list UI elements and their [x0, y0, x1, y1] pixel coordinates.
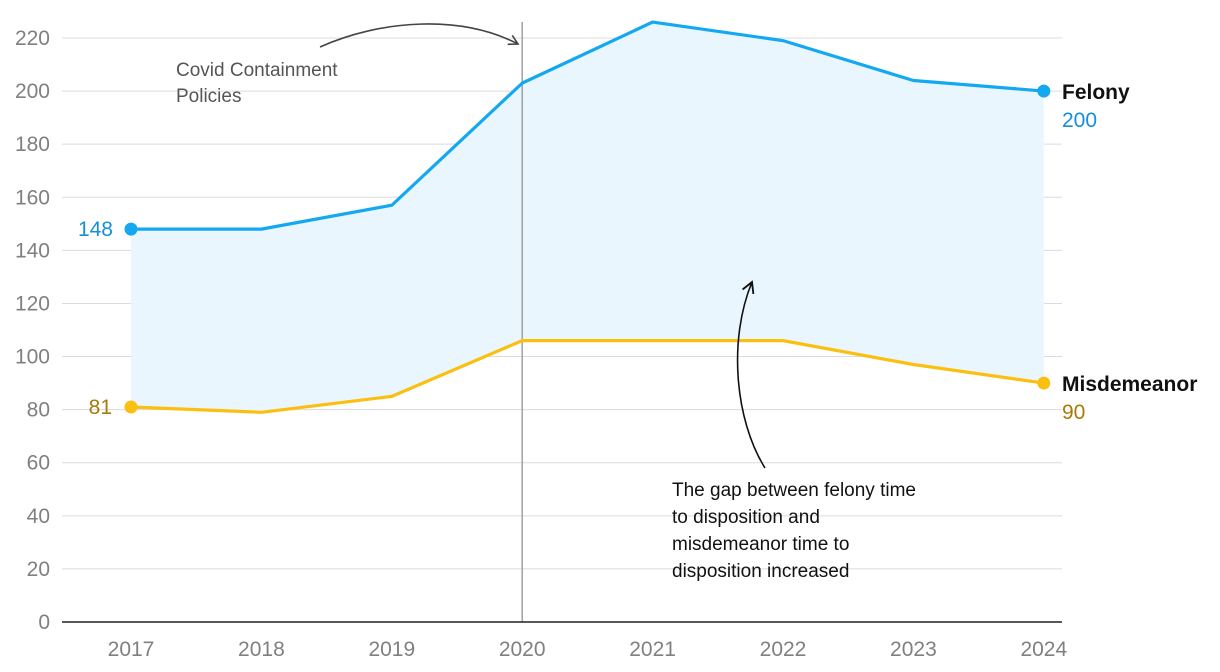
x-tick-label: 2019: [368, 638, 415, 661]
felony-start-value-label: 148: [78, 218, 113, 241]
y-tick-label: 100: [15, 346, 50, 369]
gap-annotation-line-1: The gap between felony time: [672, 480, 916, 501]
misdemeanor-line: [130, 339, 1045, 414]
y-tick-label: 160: [15, 186, 50, 209]
gap-annotation-line-4: disposition increased: [672, 561, 849, 582]
x-tick-label: 2022: [760, 638, 807, 661]
felony-line: [131, 20, 1044, 231]
y-tick-label: 120: [15, 292, 50, 315]
covid-annotation-line-1: Covid Containment: [176, 60, 338, 81]
misdemeanor-start-point: [124, 400, 138, 414]
y-tick-label: 80: [27, 399, 50, 422]
felony-series-name-label: Felony: [1062, 81, 1130, 104]
y-tick-label: 60: [27, 452, 50, 475]
covid-annotation-arrow: [319, 23, 520, 48]
felony-start-point: [124, 222, 138, 236]
y-tick-label: 220: [15, 27, 50, 50]
y-axis-ticks: 0 20 40 60 80 100 120 140 160 180 200 220: [15, 27, 50, 634]
series-lines: [130, 20, 1045, 414]
x-tick-label: 2023: [890, 638, 937, 661]
y-tick-label: 20: [27, 558, 50, 581]
x-tick-label: 2017: [108, 638, 155, 661]
covid-annotation-line-2: Policies: [176, 86, 241, 107]
gap-annotation-line-2: to disposition and: [672, 507, 820, 528]
misdemeanor-end-point: [1037, 376, 1051, 390]
felony-end-value-label: 200: [1062, 109, 1097, 132]
x-tick-label: 2020: [499, 638, 546, 661]
misdemeanor-end-value-label: 90: [1062, 401, 1085, 424]
gap-annotation-line-3: misdemeanor time to: [672, 534, 849, 555]
misdemeanor-start-value-label: 81: [89, 396, 112, 419]
misdemeanor-series-name-label: Misdemeanor: [1062, 373, 1197, 396]
x-tick-label: 2018: [238, 638, 285, 661]
felony-end-point: [1037, 84, 1051, 98]
x-tick-label: 2021: [629, 638, 676, 661]
x-tick-label: 2024: [1020, 638, 1067, 661]
y-tick-label: 180: [15, 133, 50, 156]
y-tick-label: 0: [38, 611, 50, 634]
y-tick-label: 40: [27, 505, 50, 528]
series-endpoints: [124, 84, 1051, 414]
y-tick-label: 140: [15, 239, 50, 262]
x-axis-ticks: 2017 2018 2019 2020 2021 2022 2023 2024: [108, 638, 1068, 661]
y-tick-label: 200: [15, 80, 50, 103]
gap-annotation-arrow: [736, 280, 766, 469]
gap-shaded-area: [131, 22, 1044, 413]
